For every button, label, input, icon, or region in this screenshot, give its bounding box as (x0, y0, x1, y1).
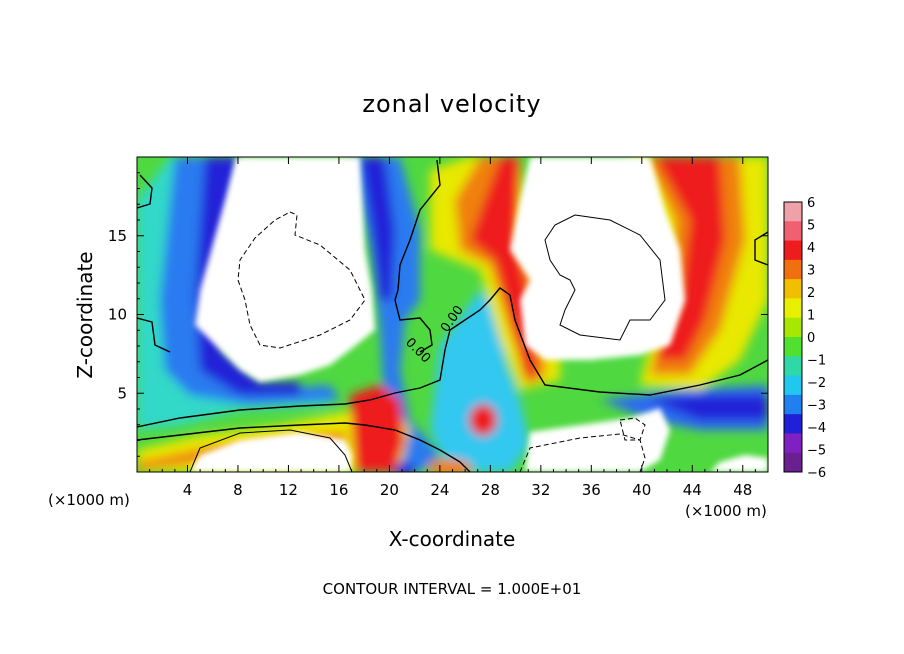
colorbar-swatch (784, 259, 802, 280)
colorbar-swatch (784, 414, 802, 434)
colorbar-label: −2 (807, 376, 826, 391)
x-tick-label: 16 (329, 481, 348, 499)
field-region-center-red (470, 157, 535, 380)
colorbar-swatch (784, 375, 802, 396)
y-tick-label: 10 (108, 306, 127, 324)
x-axis-unit-label-right: (×1000 m) (685, 502, 767, 520)
contour-zero-left-lower (137, 317, 171, 353)
colorbar-label: −5 (807, 444, 826, 459)
x-tick-label: 28 (481, 481, 500, 499)
colorbar-label: 2 (807, 286, 815, 301)
colorbar-label: −6 (807, 466, 826, 481)
colorbar-swatch (784, 337, 802, 357)
colorbar-label: 3 (807, 264, 815, 279)
contour-zero-center (394, 159, 441, 353)
colorbar-label: −3 (807, 399, 826, 414)
colorbar-label: 0 (807, 331, 815, 346)
colorbar-swatch (784, 317, 802, 338)
contour-zero-left (137, 174, 153, 209)
colorbar-label: −4 (807, 421, 826, 436)
y-axis: 5 10 15 (108, 172, 768, 457)
colorbar-swatch (784, 298, 802, 319)
contour-bottom-left-arc (189, 429, 353, 472)
x-tick-label: 20 (380, 481, 399, 499)
x-tick-label: 12 (279, 481, 298, 499)
colorbar-frame (783, 201, 803, 473)
colorbar-swatch (784, 452, 802, 473)
plot-area: 0.00 0.00 (137, 157, 768, 472)
field-region-center-navy (360, 157, 395, 300)
colorbar: 6 5 4 3 2 1 0 −1 −2 −3 −4 −5 −6 (783, 196, 826, 481)
colorbar-swatch (784, 240, 802, 261)
x-axis: 4 8 12 16 20 24 28 32 36 40 44 48 (149, 157, 756, 499)
x-axis-unit-label: (×1000 m) (48, 491, 130, 509)
y-axis-label: Z-coordinate (73, 251, 97, 378)
field-region-blob-red (469, 404, 497, 436)
colorbar-label: 5 (807, 219, 815, 234)
colorbar-swatch (784, 394, 802, 415)
field-white-bottom-center (525, 408, 670, 472)
contour-negative-left (237, 211, 366, 349)
contour-zero-lower (137, 287, 768, 428)
x-tick-label: 24 (430, 481, 449, 499)
field-region-right-red (655, 157, 725, 360)
x-axis-label: X-coordinate (389, 527, 516, 551)
field-white-right (510, 157, 685, 360)
contour-positive-right (544, 214, 666, 341)
colorbar-label: 1 (807, 309, 815, 324)
x-tick-label: 36 (582, 481, 601, 499)
colorbar-swatch (784, 433, 802, 454)
contour-zero-bottom (137, 422, 471, 472)
field-region-lower-red (350, 385, 405, 472)
field-region-center-blue (350, 157, 440, 472)
colorbar-label: −1 (807, 354, 826, 369)
x-tick-label: 44 (683, 481, 702, 499)
field-white-left (195, 157, 375, 382)
colorbar-swatch (784, 279, 802, 299)
y-tick-label: 5 (117, 384, 127, 402)
x-tick-label: 48 (733, 481, 752, 499)
field-white-bottom-left (190, 432, 352, 472)
colorbar-swatch (784, 356, 802, 377)
field-region-center-cyan (430, 290, 530, 472)
contour-negative-bottom (519, 433, 646, 472)
colorbar-swatch (784, 221, 802, 242)
x-tick-label: 32 (531, 481, 550, 499)
colorbar-swatch (784, 202, 802, 222)
x-tick-label: 8 (233, 481, 243, 499)
x-tick-label: 40 (632, 481, 651, 499)
contour-interval-footer: CONTOUR INTERVAL = 1.000E+01 (323, 580, 582, 598)
field-region-bottom-blue (395, 462, 415, 472)
colorbar-label: 6 (807, 196, 815, 211)
y-tick-label: 15 (108, 227, 127, 245)
field-region-right-navy (650, 395, 768, 420)
contour-negative-right (619, 417, 646, 441)
chart-title: zonal velocity (362, 90, 541, 118)
x-tick-label: 4 (183, 481, 193, 499)
field-white-bottom-right (710, 455, 768, 472)
colorbar-label: 4 (807, 241, 815, 256)
